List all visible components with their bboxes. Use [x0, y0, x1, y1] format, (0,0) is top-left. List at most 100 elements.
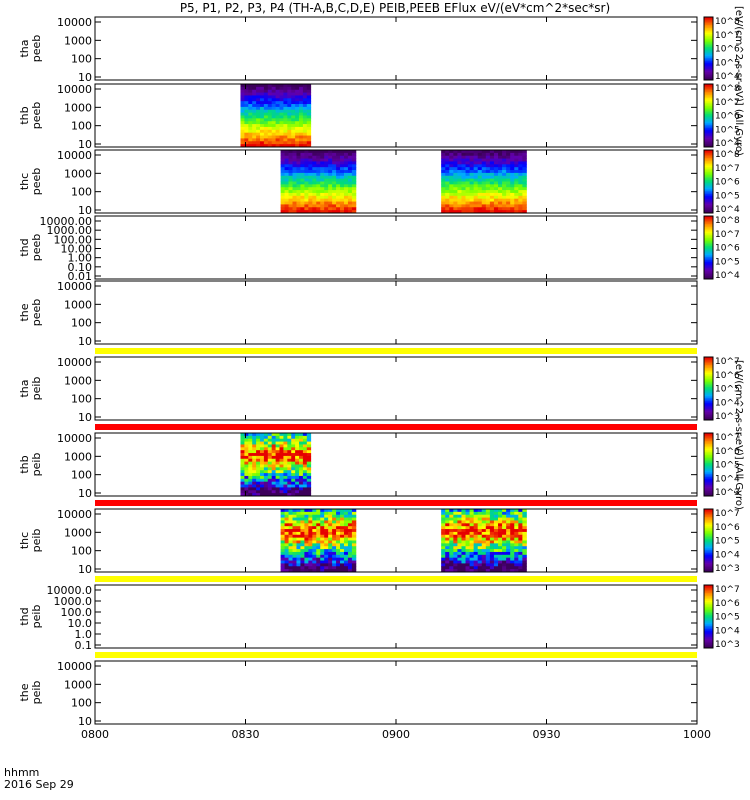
spectrogram-cell-thc-peeb-0: [316, 192, 321, 197]
colorbar-cell-thb-peeb: [704, 113, 713, 116]
spectrogram-cell-thc-peeb-1: [510, 178, 515, 182]
spectrogram-cell-thb-peeb-0: [302, 95, 308, 99]
spectrogram-cell-thb-peib-0: [306, 461, 312, 465]
spectrogram-cell-thb-peeb-0: [287, 121, 292, 125]
spectrogram-cell-thc-peib-1: [465, 546, 470, 550]
spectrogram-cell-thc-peeb-0: [280, 158, 285, 162]
spectrogram-cell-thc-peeb-1: [518, 181, 523, 185]
spectrogram-cell-thc-peeb-1: [465, 190, 470, 194]
spectrogram-cell-thc-peeb-0: [340, 187, 345, 191]
spectrogram-cell-thb-peib-0: [267, 461, 273, 465]
spectrogram-cell-thc-peeb-1: [473, 210, 479, 214]
spectrogram-cell-thc-peib-0: [343, 529, 349, 533]
spectrogram-cell-thb-peib-0: [291, 435, 296, 440]
spectrogram-cell-thc-peeb-0: [304, 190, 309, 194]
spectrogram-cell-thb-peeb-0: [248, 115, 253, 119]
spectrogram-cell-thc-peeb-1: [461, 187, 466, 191]
spectrogram-cell-thc-peib-0: [351, 540, 357, 544]
spectrogram-cell-thb-peib-0: [240, 455, 245, 460]
colorbar-cell-thc-peib: [704, 509, 713, 512]
spectrogram-cell-thb-peeb-0: [271, 121, 276, 125]
spectrogram-cell-thb-peib-0: [248, 453, 253, 457]
spectrogram-cell-thb-peib-0: [263, 450, 269, 454]
spectrogram-cell-thc-peeb-0: [316, 187, 321, 191]
spectrogram-cell-thc-peeb-1: [493, 150, 499, 154]
spectrogram-cell-thc-peeb-0: [292, 164, 297, 168]
spectrogram-cell-thc-peib-0: [320, 560, 325, 564]
colorbar-cell-thd-peib: [704, 588, 713, 591]
spectrogram-cell-thb-peib-0: [263, 444, 269, 448]
spectrogram-cell-thc-peeb-1: [514, 192, 519, 197]
colorbar-cell-thc-peeb: [704, 151, 713, 154]
spectrogram-cell-thb-peib-0: [287, 453, 292, 457]
spectrogram-cell-thc-peeb-1: [449, 167, 454, 171]
spectrogram-cell-thc-peeb-1: [449, 181, 454, 185]
spectrogram-cell-thb-peib-0: [275, 493, 280, 497]
spectrogram-cell-thc-peeb-0: [332, 167, 337, 171]
spectrogram-cell-thc-peib-1: [469, 560, 475, 564]
colorbar-cell-thc-peib: [704, 518, 713, 521]
spectrogram-cell-thc-peib-1: [445, 551, 450, 556]
spectrogram-cell-thc-peeb-1: [453, 172, 458, 177]
spectrogram-cell-thc-peib-0: [336, 554, 341, 559]
spectrogram-cell-thc-peeb-0: [351, 192, 357, 197]
spectrogram-cell-thc-peeb-1: [522, 201, 527, 205]
spectrogram-cell-thc-peeb-0: [351, 158, 357, 162]
spectrogram-cell-thc-peib-1: [502, 534, 507, 539]
spectrogram-cell-thc-peib-1: [485, 537, 491, 541]
spectrogram-cell-thb-peib-0: [252, 458, 257, 463]
spectrogram-cell-thc-peib-0: [351, 549, 357, 553]
spectrogram-cell-thb-peeb-0: [279, 109, 284, 114]
spectrogram-cell-thc-peeb-0: [288, 167, 293, 171]
spectrogram-cell-thb-peib-0: [244, 441, 249, 445]
spectrogram-cell-thc-peib-0: [336, 520, 341, 524]
spectrogram-cell-thb-peib-0: [248, 490, 253, 494]
spectrogram-cell-thc-peib-1: [445, 520, 450, 524]
spectrogram-cell-thb-peeb-0: [271, 141, 276, 145]
spectrogram-cell-thc-peib-1: [457, 563, 462, 567]
spectrogram-cell-thc-peib-1: [481, 549, 487, 553]
spectrogram-cell-thc-peeb-1: [441, 152, 446, 157]
colorbar-cell-thc-peib: [704, 554, 713, 557]
spectrogram-cell-thc-peib-0: [316, 540, 321, 544]
spectrogram-cell-thc-peib-0: [292, 531, 297, 536]
spectrogram-cell-thc-peib-1: [506, 534, 511, 539]
spectrogram-cell-thb-peeb-0: [252, 101, 257, 105]
spectrogram-cell-thc-peib-0: [328, 560, 333, 564]
spectrogram-cell-thc-peib-0: [343, 566, 349, 570]
spectrogram-cell-thb-peeb-0: [240, 95, 245, 99]
spectrogram-cell-thc-peib-1: [469, 523, 475, 527]
spectrogram-cell-thc-peeb-1: [510, 210, 515, 214]
spectrogram-cell-thb-peeb-0: [271, 98, 276, 102]
spectrogram-cell-thb-peib-0: [287, 438, 292, 442]
spectrogram-cell-thb-peeb-0: [275, 135, 280, 139]
spectrogram-cell-thc-peeb-1: [461, 190, 466, 194]
spectrogram-cell-thb-peeb-0: [287, 101, 292, 105]
spectrogram-cell-thc-peib-1: [518, 546, 523, 550]
spectrogram-cell-thc-peeb-0: [312, 187, 317, 191]
spectrogram-cell-thc-peeb-1: [481, 195, 487, 200]
spectrogram-cell-thc-peib-0: [280, 520, 285, 524]
spectrogram-cell-thb-peeb-0: [252, 115, 257, 119]
spectrogram-cell-thc-peeb-1: [481, 175, 487, 180]
spectrogram-cell-thc-peib-1: [469, 554, 475, 559]
spectrogram-cell-thb-peib-0: [252, 490, 257, 494]
spectrogram-cell-thc-peeb-1: [522, 190, 527, 194]
spectrogram-cell-thc-peeb-1: [489, 207, 495, 211]
colorbar-cell-tha-peib: [704, 416, 713, 419]
spectrogram-cell-thc-peib-1: [457, 557, 462, 561]
spectrogram-cell-thc-peeb-1: [514, 195, 519, 200]
spectrogram-cell-thc-peeb-0: [300, 167, 305, 171]
colorbar-cell-thd-peib: [704, 603, 713, 606]
spectrogram-cell-thc-peib-0: [308, 534, 313, 539]
spectrogram-cell-thc-peib-1: [457, 534, 462, 539]
spectrogram-cell-thb-peib-0: [306, 487, 312, 491]
spectrogram-cell-thc-peeb-1: [445, 204, 450, 208]
spectrogram-cell-thc-peeb-1: [481, 210, 487, 214]
spectrogram-cell-thc-peib-1: [493, 540, 499, 544]
colorbar-cell-thb-peeb: [704, 135, 713, 139]
spectrogram-cell-thc-peib-1: [514, 557, 519, 561]
spectrogram-cell-thb-peeb-0: [244, 109, 249, 114]
spectrogram-cell-thc-peib-1: [461, 526, 466, 530]
spectrogram-cell-thc-peib-1: [441, 523, 446, 527]
